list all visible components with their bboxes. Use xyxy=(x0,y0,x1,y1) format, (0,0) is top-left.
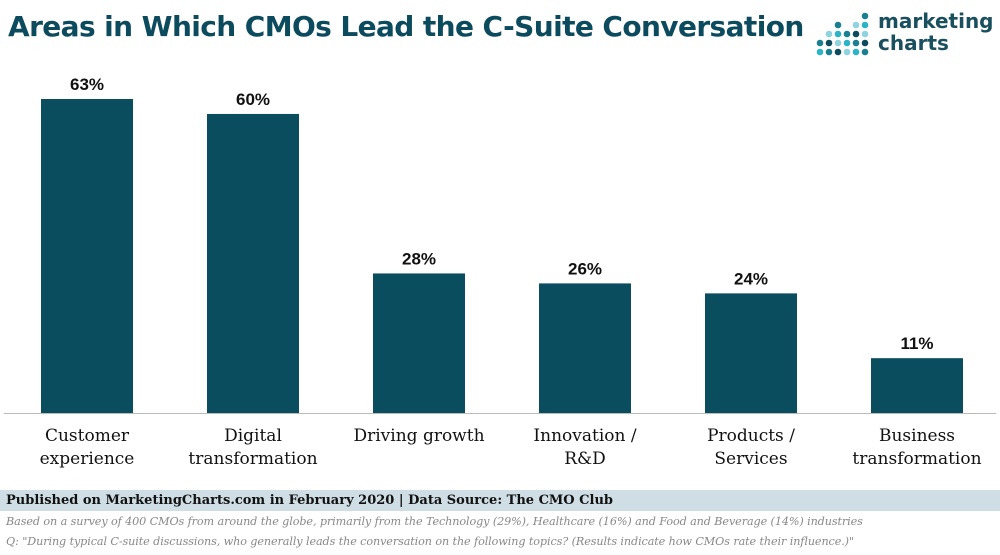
logo-dot xyxy=(852,48,860,56)
logo-dots-icon xyxy=(816,12,869,56)
category-label-6: Business transformation xyxy=(852,426,981,469)
logo-dot xyxy=(825,30,833,38)
logo-dot xyxy=(861,48,869,56)
logo-dot xyxy=(861,30,869,38)
data-label-2: 60% xyxy=(236,90,270,109)
bar-2 xyxy=(207,113,299,413)
category-label-5: Products / Services xyxy=(707,426,795,469)
category-label-3: Driving growth xyxy=(353,426,484,446)
logo-dot xyxy=(834,48,842,56)
logo-dot xyxy=(843,48,851,56)
bar-1 xyxy=(41,99,133,413)
bar-chart: 63% Customer experience 60% Digital transform… xyxy=(4,75,996,469)
data-label-4: 26% xyxy=(568,259,602,278)
logo-text-line1: marketing xyxy=(878,9,994,33)
bar-6 xyxy=(871,358,963,413)
category-label-1: Customer experience xyxy=(40,426,135,469)
data-label-5: 24% xyxy=(734,269,768,288)
logo-dot xyxy=(816,39,824,47)
bar-3 xyxy=(373,273,465,413)
logo-text-line2: charts xyxy=(878,31,949,55)
logo-dot xyxy=(825,39,833,47)
logo-dot xyxy=(843,39,851,47)
category-label-2: Digital transformation xyxy=(188,426,317,469)
data-label-6: 11% xyxy=(900,334,933,353)
logo-dot xyxy=(861,39,869,47)
logo-dot xyxy=(861,12,869,20)
source-bar: Published on MarketingCharts.com in Febr… xyxy=(0,490,1000,511)
survey-note: Based on a survey of 400 CMOs from aroun… xyxy=(6,515,863,528)
logo-dot xyxy=(852,21,860,29)
logo-dot xyxy=(861,21,869,29)
logo-dot xyxy=(843,30,851,38)
logo-dot xyxy=(834,30,842,38)
marketingcharts-logo: marketing charts xyxy=(816,10,996,60)
logo-dot xyxy=(825,48,833,56)
bar-5 xyxy=(705,293,797,413)
bar-4 xyxy=(539,283,631,413)
chart-title: Areas in Which CMOs Lead the C-Suite Con… xyxy=(8,10,804,43)
logo-dot xyxy=(816,48,824,56)
category-label-4: Innovation / R&D xyxy=(533,426,636,469)
data-label-1: 63% xyxy=(70,75,104,94)
logo-text: marketing charts xyxy=(878,10,994,54)
logo-dot xyxy=(852,39,860,47)
logo-dot xyxy=(834,39,842,47)
logo-dot xyxy=(852,30,860,38)
logo-dot xyxy=(834,21,842,29)
data-label-3: 28% xyxy=(402,249,436,268)
question-note: Q: "During typical C-suite discussions, … xyxy=(6,535,854,548)
